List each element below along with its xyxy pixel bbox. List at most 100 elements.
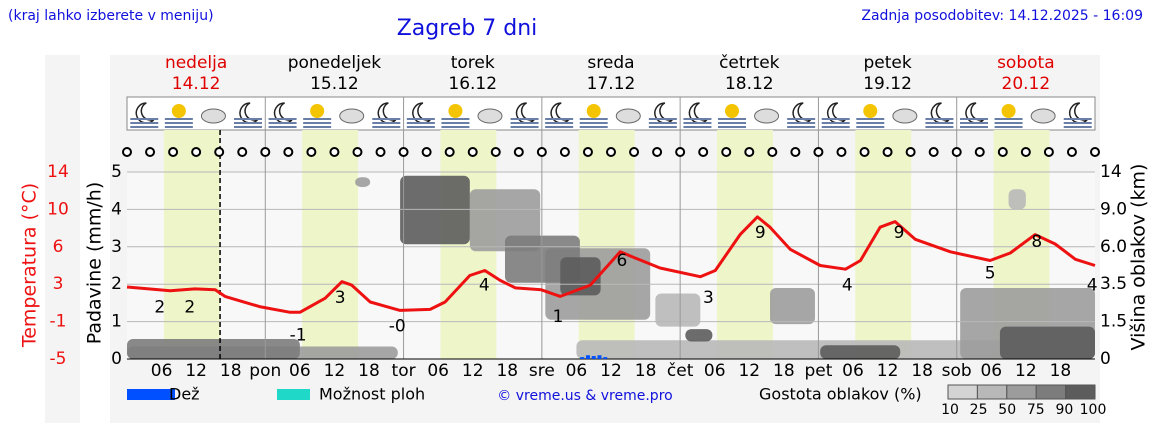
icon-sun (310, 104, 325, 118)
temp-label: 2 (154, 298, 165, 318)
wind-marker (352, 147, 363, 157)
temp-label: 8 (1031, 232, 1042, 252)
temp-label: 4 (1087, 276, 1098, 296)
wind-marker (767, 147, 778, 157)
day-name: torek (451, 53, 495, 73)
wind-marker (974, 147, 985, 157)
x-tick-label: 12 (185, 361, 207, 381)
cloud (820, 345, 901, 359)
day-name: petek (863, 53, 911, 73)
wind-marker (329, 147, 340, 157)
wind-marker (214, 147, 225, 157)
icon-moon (965, 102, 985, 124)
temp-label: 1 (553, 307, 564, 327)
icon-cloud (1030, 108, 1056, 124)
temp-label: 2 (184, 298, 195, 318)
temperature-line (126, 215, 1096, 314)
cloud-tick-label: 6.0 (1100, 237, 1127, 257)
x-tick-label: pon (249, 361, 281, 381)
x-tick-label: sre (529, 361, 555, 381)
icon-moon (377, 102, 397, 124)
cloud (1008, 189, 1026, 210)
day-name: četrtek (719, 53, 780, 73)
cloud (999, 326, 1095, 359)
wind-marker (421, 147, 432, 157)
cloud-tick-label: 14 (1100, 162, 1122, 182)
density-label: Gostota oblakov (%) (759, 385, 922, 404)
day-name: sobota (997, 53, 1055, 73)
wind-marker (559, 147, 570, 157)
density-tick-label: 75 (1027, 402, 1045, 418)
note: (kraj lahko izberete v meniju) (8, 8, 214, 24)
icon-strip (126, 96, 1096, 131)
wind-marker (122, 147, 132, 157)
wind-marker (997, 147, 1008, 157)
x-tick-label: 12 (600, 361, 622, 381)
day-date: 19.12 (863, 74, 912, 94)
cloud-tick-label: 1.5 (1100, 312, 1127, 332)
wind-marker (675, 147, 686, 157)
x-tick-label: 06 (566, 361, 588, 381)
x-tick-label: 12 (877, 361, 899, 381)
density-swatch (1065, 384, 1096, 400)
cloud-tick-label: 0 (1100, 349, 1111, 369)
temp-label: 4 (479, 276, 490, 296)
temp-tick-label: -5 (50, 349, 67, 369)
precip-bar (597, 355, 602, 359)
temp-tick-label: 14 (47, 162, 69, 182)
wind-marker (698, 147, 709, 157)
cloud (655, 293, 701, 327)
icon-cloud (339, 108, 365, 124)
legend-label: Dež (169, 385, 200, 404)
density-tick-label: 90 (1055, 402, 1073, 418)
wind-marker (859, 147, 870, 157)
wind-marker (836, 147, 847, 157)
wind-marker (1020, 147, 1031, 157)
wind-marker (606, 147, 616, 157)
wind-marker (145, 147, 156, 157)
x-tick-label: čet (667, 361, 694, 381)
icon-cloud (754, 108, 780, 124)
cloud (685, 329, 713, 342)
cloud (400, 175, 470, 245)
wind-marker (490, 147, 501, 157)
temp-label: 9 (755, 223, 766, 243)
copyright: © vreme.us & vreme.pro (497, 388, 672, 404)
wind-marker (375, 147, 386, 157)
wind-marker (1043, 147, 1054, 157)
wind-marker (283, 147, 294, 157)
precip-axis-label: Padavine (mm/h) (84, 182, 106, 345)
daylight-band (302, 130, 359, 359)
wind-marker (168, 147, 179, 157)
icon-moon (273, 102, 294, 124)
x-tick-label: 18 (773, 361, 795, 381)
temp-tick-label: -1 (50, 312, 67, 332)
density-swatch (947, 384, 978, 400)
temp-tick-label: 6 (53, 237, 64, 257)
cloud (355, 177, 371, 187)
wind-marker (513, 147, 524, 157)
daylight-band (578, 130, 635, 359)
icon-moon (135, 102, 155, 124)
icon-moon (1068, 102, 1089, 124)
x-tick-label: pet (804, 361, 832, 381)
icon-sun (725, 104, 739, 118)
updated: Zadnja posodobitev: 14.12.2025 - 16:09 (861, 8, 1143, 24)
x-tick-label: 06 (704, 361, 726, 381)
legend-label: Možnost ploh (319, 385, 425, 404)
wind-marker (882, 147, 893, 157)
x-tick-label: 12 (738, 361, 760, 381)
x-tick-label: 18 (911, 361, 933, 381)
icon-cloud (200, 108, 226, 124)
density-tick-label: 10 (941, 402, 959, 418)
wind-marker (629, 147, 640, 157)
wind-marker (790, 147, 801, 157)
x-tick-label: 18 (220, 361, 242, 381)
temp-label: 4 (842, 276, 853, 296)
wind-marker (260, 147, 271, 157)
temp-label: 3 (335, 288, 346, 308)
icon-moon (515, 102, 536, 124)
wind-marker (398, 147, 409, 157)
icon-moon (550, 102, 570, 124)
